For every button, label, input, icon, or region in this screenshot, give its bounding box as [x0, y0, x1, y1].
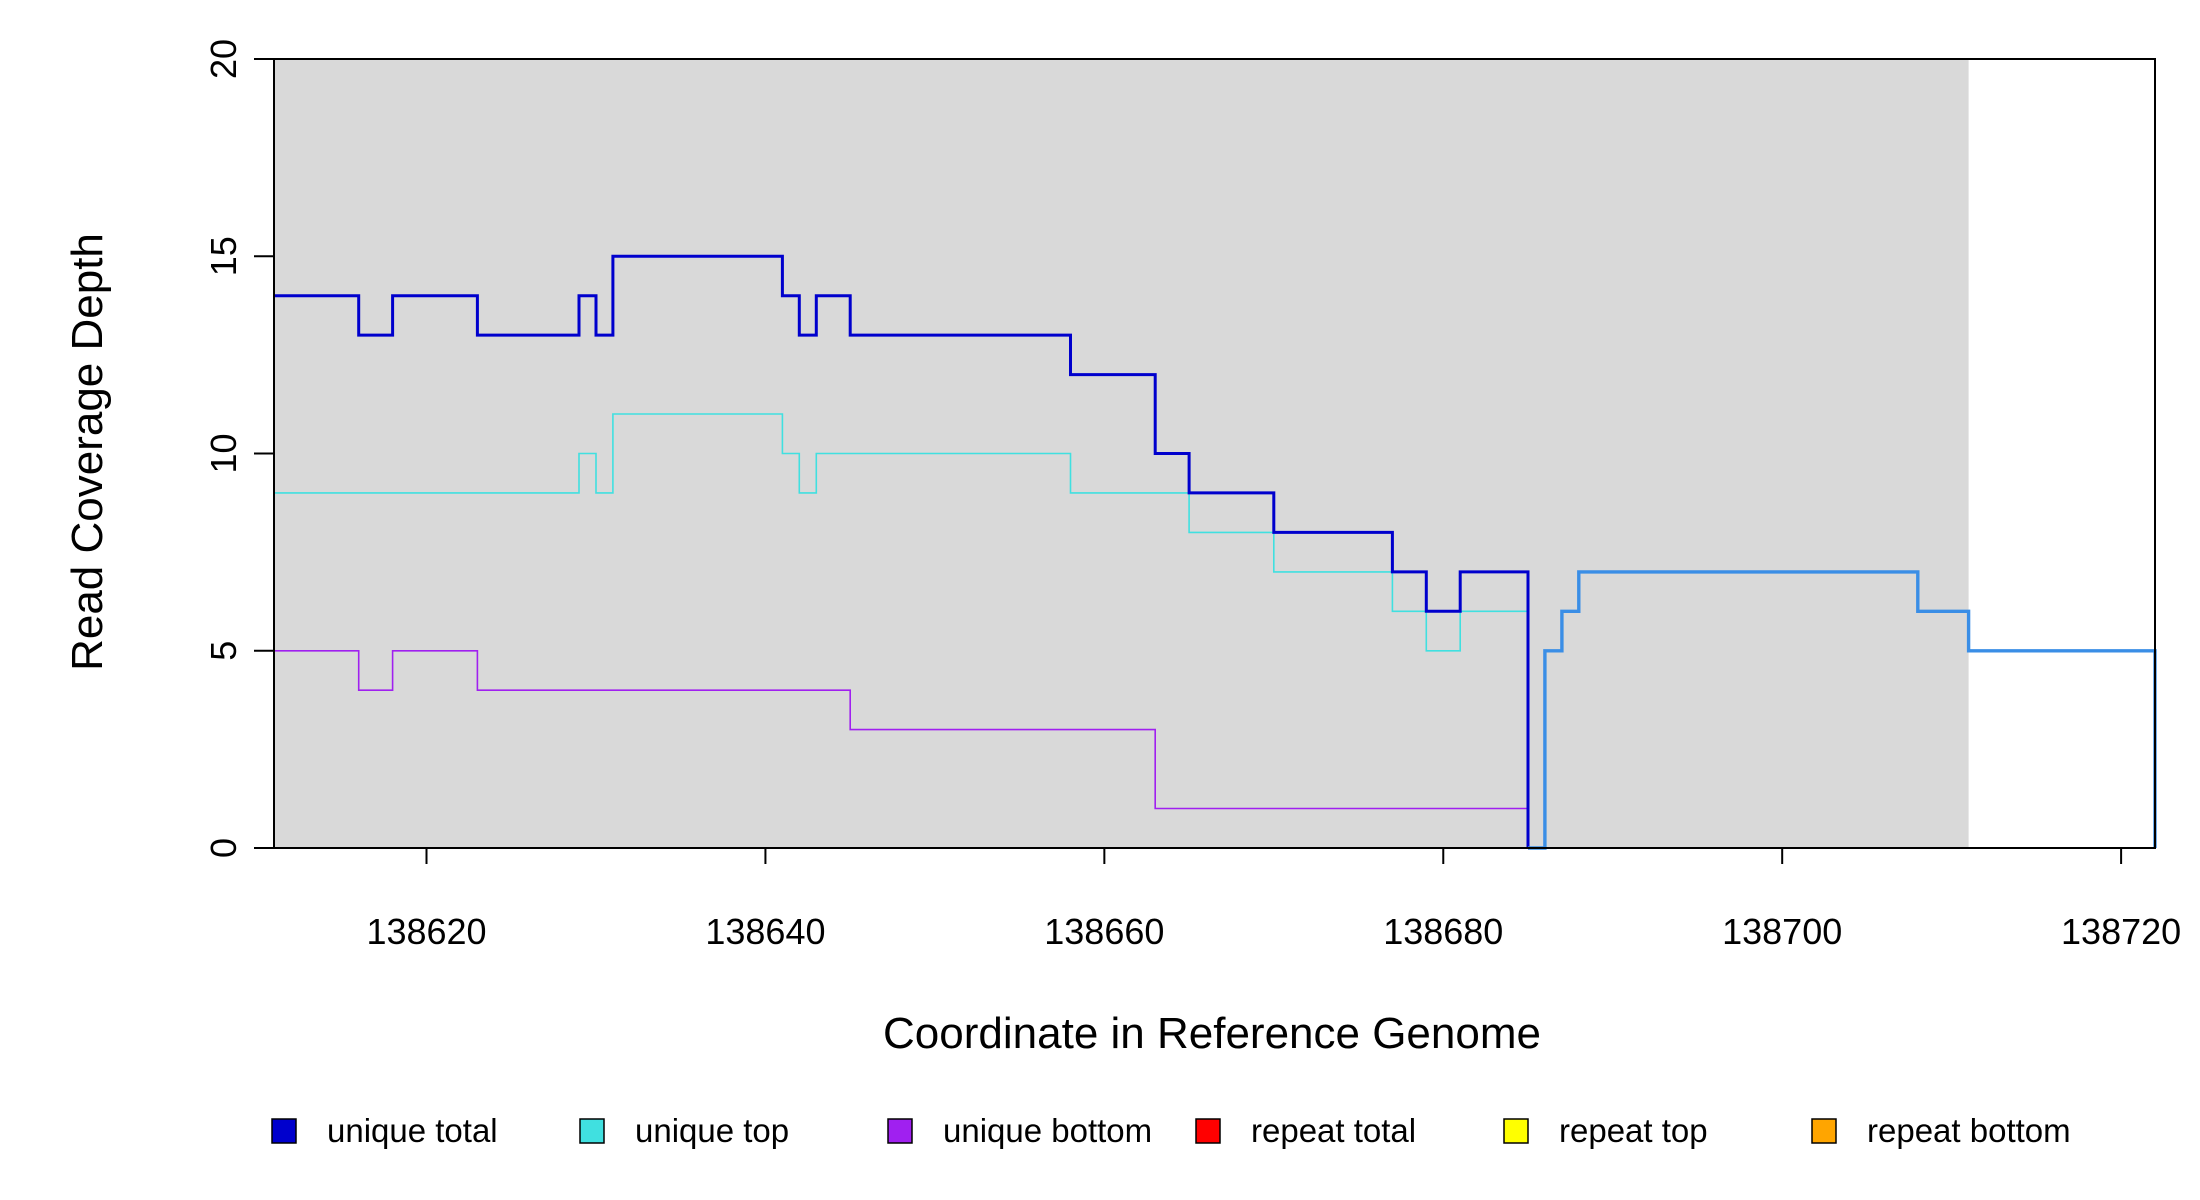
series-line-unique-top: [274, 413, 1529, 848]
legend-swatch: [271, 1118, 297, 1144]
legend-label: unique total: [327, 1112, 498, 1149]
series-line-unique-total: [274, 254, 1530, 848]
y-axis-title: Read Coverage Depth: [63, 233, 112, 671]
series-line-overlap-total: [1528, 570, 2157, 850]
legend-label: unique bottom: [943, 1112, 1152, 1149]
y-tick-label: 0: [203, 838, 244, 858]
y-tick-label: 5: [203, 641, 244, 661]
legend-label: repeat total: [1251, 1112, 1416, 1149]
axes-layer: 138620 138640 138660 138680 138700 138720 0 5 10…: [203, 39, 2181, 952]
x-axis-title: Coordinate in Reference Genome: [883, 1009, 1541, 1058]
legend-label: unique top: [635, 1112, 789, 1149]
legend-label: repeat bottom: [1867, 1112, 2071, 1149]
x-tick-label: 138660: [1044, 911, 1164, 952]
x-tick-label: 138620: [366, 911, 486, 952]
x-tick-label: 138640: [705, 911, 825, 952]
x-tick-label: 138680: [1383, 911, 1503, 952]
legend-label: repeat top: [1559, 1112, 1708, 1149]
y-tick-label: 20: [203, 39, 244, 79]
shaded-region: [274, 59, 1969, 848]
legend-swatch: [887, 1118, 913, 1144]
legend-swatch: [579, 1118, 605, 1144]
legend-swatch: [1195, 1118, 1221, 1144]
legend-swatch: [1811, 1118, 1837, 1144]
x-tick-label: 138720: [2061, 911, 2181, 952]
legend-swatch: [1503, 1118, 1529, 1144]
plot-background: [274, 59, 1969, 848]
y-tick-label: 15: [203, 236, 244, 276]
legend: unique total unique top unique bottom repea…: [271, 1112, 2071, 1149]
y-tick-label: 10: [203, 433, 244, 473]
series-line-unique-bottom: [274, 650, 1529, 848]
x-tick-label: 138700: [1722, 911, 1842, 952]
